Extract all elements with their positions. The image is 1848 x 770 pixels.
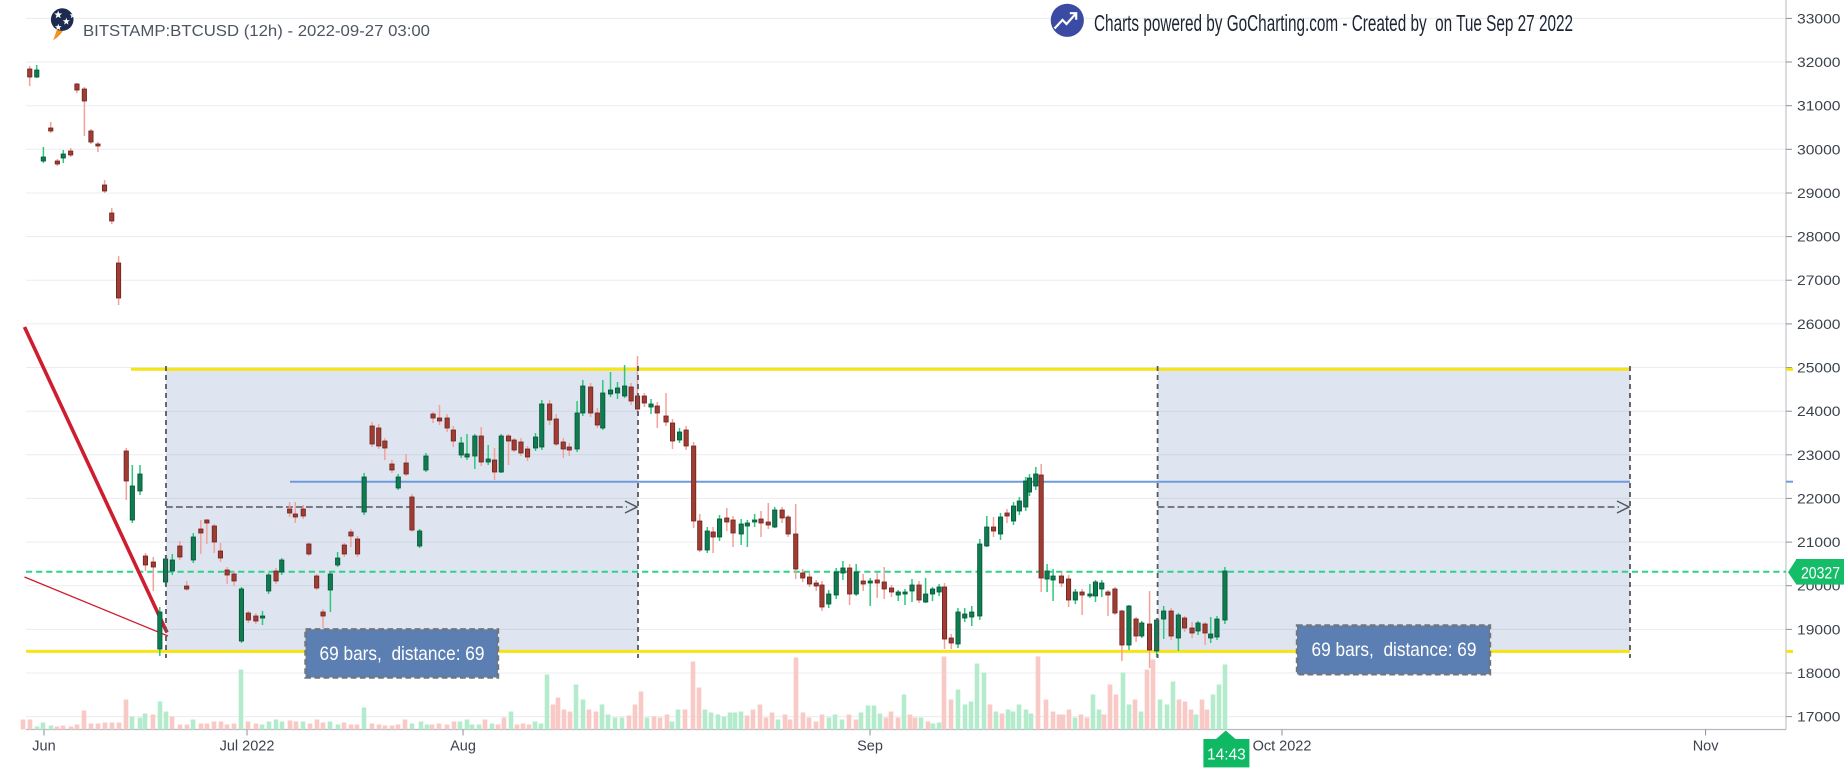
svg-text:25000: 25000	[1797, 360, 1841, 376]
svg-text:14:43: 14:43	[1207, 747, 1246, 764]
svg-text:19000: 19000	[1797, 621, 1841, 637]
svg-text:28000: 28000	[1797, 229, 1841, 245]
svg-text:Sep: Sep	[857, 739, 883, 755]
svg-text:69 bars, distance: 69: 69 bars, distance: 69	[320, 643, 485, 665]
svg-text:18000: 18000	[1797, 665, 1841, 681]
svg-text:Charts powered by GoCharting.c: Charts powered by GoCharting.com - Creat…	[1094, 10, 1573, 36]
svg-text:27000: 27000	[1797, 272, 1841, 288]
svg-text:24000: 24000	[1797, 403, 1841, 419]
svg-text:Nov: Nov	[1693, 739, 1720, 755]
svg-text:Aug: Aug	[450, 739, 476, 755]
svg-text:26000: 26000	[1797, 316, 1841, 332]
svg-text:BITSTAMP:BTCUSD (12h) - 2022-0: BITSTAMP:BTCUSD (12h) - 2022-09-27 03:00	[83, 23, 430, 40]
svg-text:17000: 17000	[1797, 709, 1841, 725]
svg-text:29000: 29000	[1797, 185, 1841, 201]
svg-text:20327: 20327	[1801, 564, 1840, 582]
svg-text:33000: 33000	[1797, 10, 1841, 26]
svg-text:Jul 2022: Jul 2022	[220, 739, 275, 755]
svg-text:22000: 22000	[1797, 490, 1841, 506]
svg-text:31000: 31000	[1797, 98, 1841, 114]
svg-text:Jun: Jun	[32, 739, 55, 755]
svg-text:23000: 23000	[1797, 447, 1841, 463]
svg-text:21000: 21000	[1797, 534, 1841, 550]
svg-text:30000: 30000	[1797, 141, 1841, 157]
svg-text:69 bars, distance: 69: 69 bars, distance: 69	[1312, 639, 1477, 661]
svg-text:32000: 32000	[1797, 54, 1841, 70]
svg-text:Oct 2022: Oct 2022	[1253, 739, 1312, 755]
